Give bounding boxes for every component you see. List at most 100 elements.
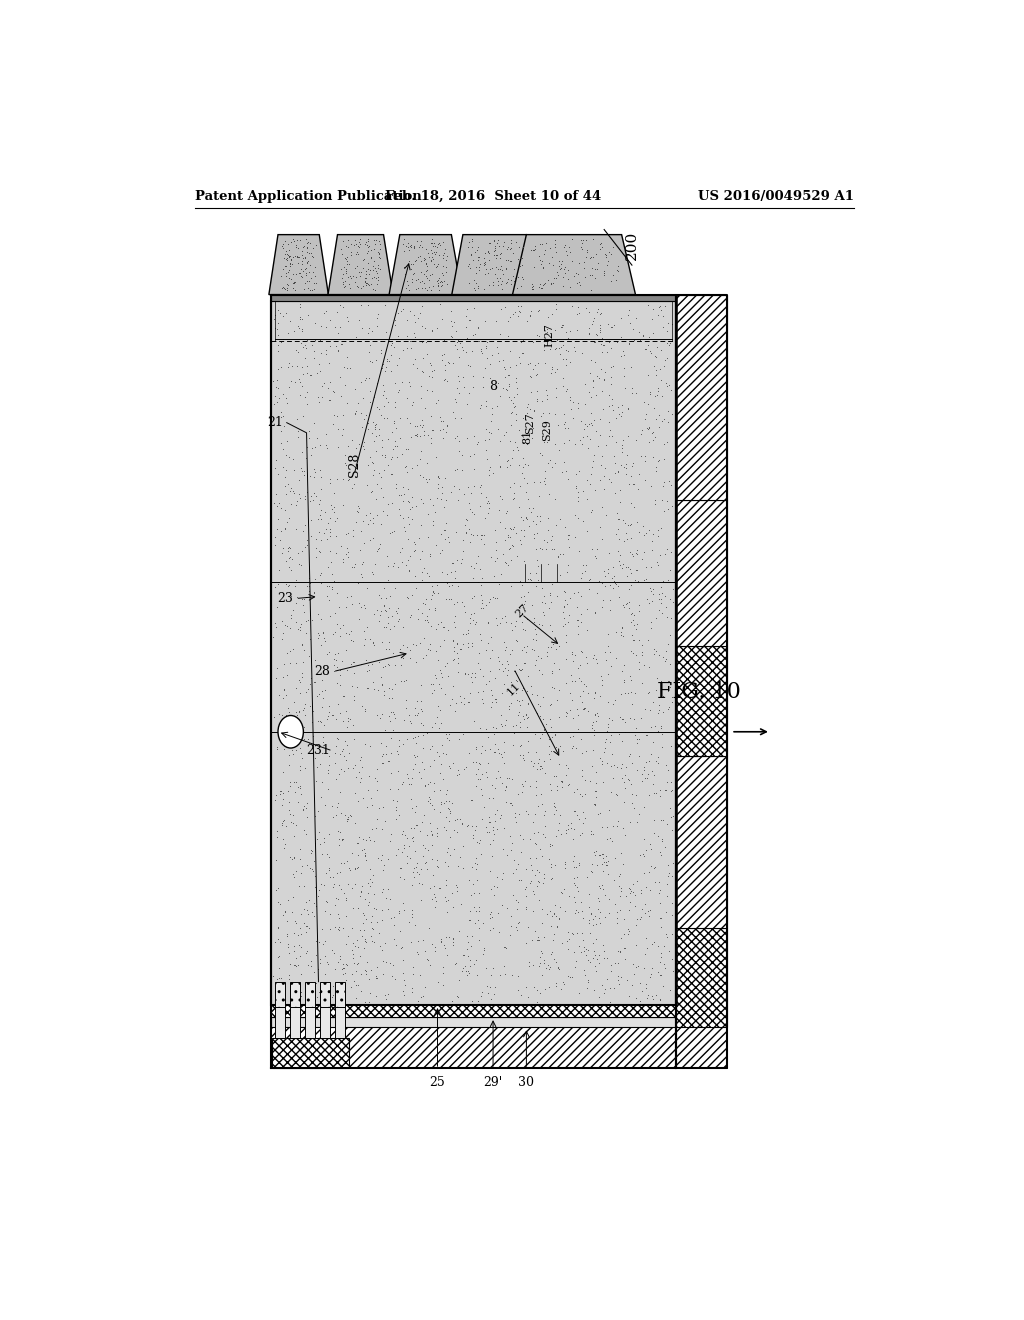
Point — [387, 474, 403, 495]
Point — [490, 259, 507, 280]
Point — [349, 974, 366, 995]
Point — [336, 356, 352, 378]
Point — [595, 561, 611, 582]
Point — [362, 248, 379, 269]
Point — [510, 965, 526, 986]
Point — [417, 775, 433, 796]
Point — [527, 847, 544, 869]
Point — [273, 265, 290, 286]
Point — [583, 350, 599, 371]
Point — [445, 818, 462, 840]
Point — [460, 945, 476, 966]
Point — [430, 649, 446, 671]
Point — [622, 899, 638, 920]
Point — [321, 389, 337, 411]
Point — [550, 957, 566, 978]
Point — [338, 639, 354, 660]
Point — [462, 956, 478, 977]
Point — [424, 247, 440, 268]
Point — [559, 702, 575, 723]
Point — [302, 466, 318, 487]
Point — [274, 405, 291, 426]
Point — [436, 793, 453, 814]
Point — [423, 428, 439, 449]
Point — [401, 911, 418, 932]
Point — [617, 937, 634, 958]
Point — [616, 764, 633, 785]
Point — [515, 455, 531, 477]
Point — [414, 416, 430, 437]
Point — [468, 739, 484, 760]
Point — [513, 587, 529, 609]
Point — [447, 953, 464, 974]
Point — [434, 256, 451, 277]
Point — [296, 589, 312, 610]
Point — [440, 837, 457, 858]
Point — [558, 822, 574, 843]
Point — [570, 936, 587, 957]
Point — [459, 428, 475, 449]
Point — [322, 846, 338, 867]
Point — [581, 322, 597, 343]
Point — [548, 975, 564, 997]
Point — [611, 941, 628, 962]
Point — [558, 461, 574, 482]
Point — [285, 863, 301, 884]
Point — [403, 828, 420, 849]
Point — [283, 249, 299, 271]
Point — [445, 928, 462, 949]
Point — [574, 230, 591, 251]
Point — [385, 438, 401, 459]
Point — [541, 483, 557, 504]
Point — [526, 803, 543, 824]
Point — [438, 414, 455, 436]
Bar — [305, 982, 315, 1007]
Point — [478, 338, 495, 359]
Point — [643, 557, 659, 578]
Point — [421, 566, 437, 587]
Point — [298, 892, 314, 913]
Point — [283, 585, 299, 606]
Point — [645, 446, 662, 467]
Point — [535, 898, 551, 919]
Point — [401, 648, 418, 669]
Point — [605, 400, 622, 421]
Point — [285, 449, 301, 470]
Point — [358, 405, 375, 426]
Point — [353, 880, 370, 902]
Point — [514, 689, 530, 710]
Point — [415, 647, 431, 668]
Point — [518, 898, 535, 919]
Text: FIG. 10: FIG. 10 — [657, 681, 741, 704]
Point — [330, 436, 346, 457]
Point — [471, 896, 487, 917]
Point — [598, 845, 614, 866]
Point — [486, 239, 503, 260]
Point — [318, 528, 335, 549]
Point — [531, 276, 548, 297]
Point — [392, 867, 409, 888]
Text: S27: S27 — [525, 412, 536, 433]
Point — [579, 242, 595, 263]
Point — [532, 647, 549, 668]
Point — [577, 697, 593, 718]
Point — [631, 727, 647, 748]
Point — [593, 333, 609, 354]
Point — [538, 352, 554, 374]
Point — [510, 440, 526, 461]
Point — [543, 693, 559, 714]
Point — [553, 337, 569, 358]
Point — [508, 812, 524, 833]
Point — [616, 378, 633, 399]
Point — [303, 842, 319, 863]
Point — [640, 682, 656, 704]
Point — [613, 758, 630, 779]
Point — [480, 807, 497, 828]
Point — [370, 304, 386, 325]
Point — [530, 929, 547, 950]
Point — [443, 315, 460, 337]
Point — [407, 754, 423, 775]
Point — [548, 952, 564, 973]
Point — [586, 979, 602, 1001]
Point — [330, 418, 346, 440]
